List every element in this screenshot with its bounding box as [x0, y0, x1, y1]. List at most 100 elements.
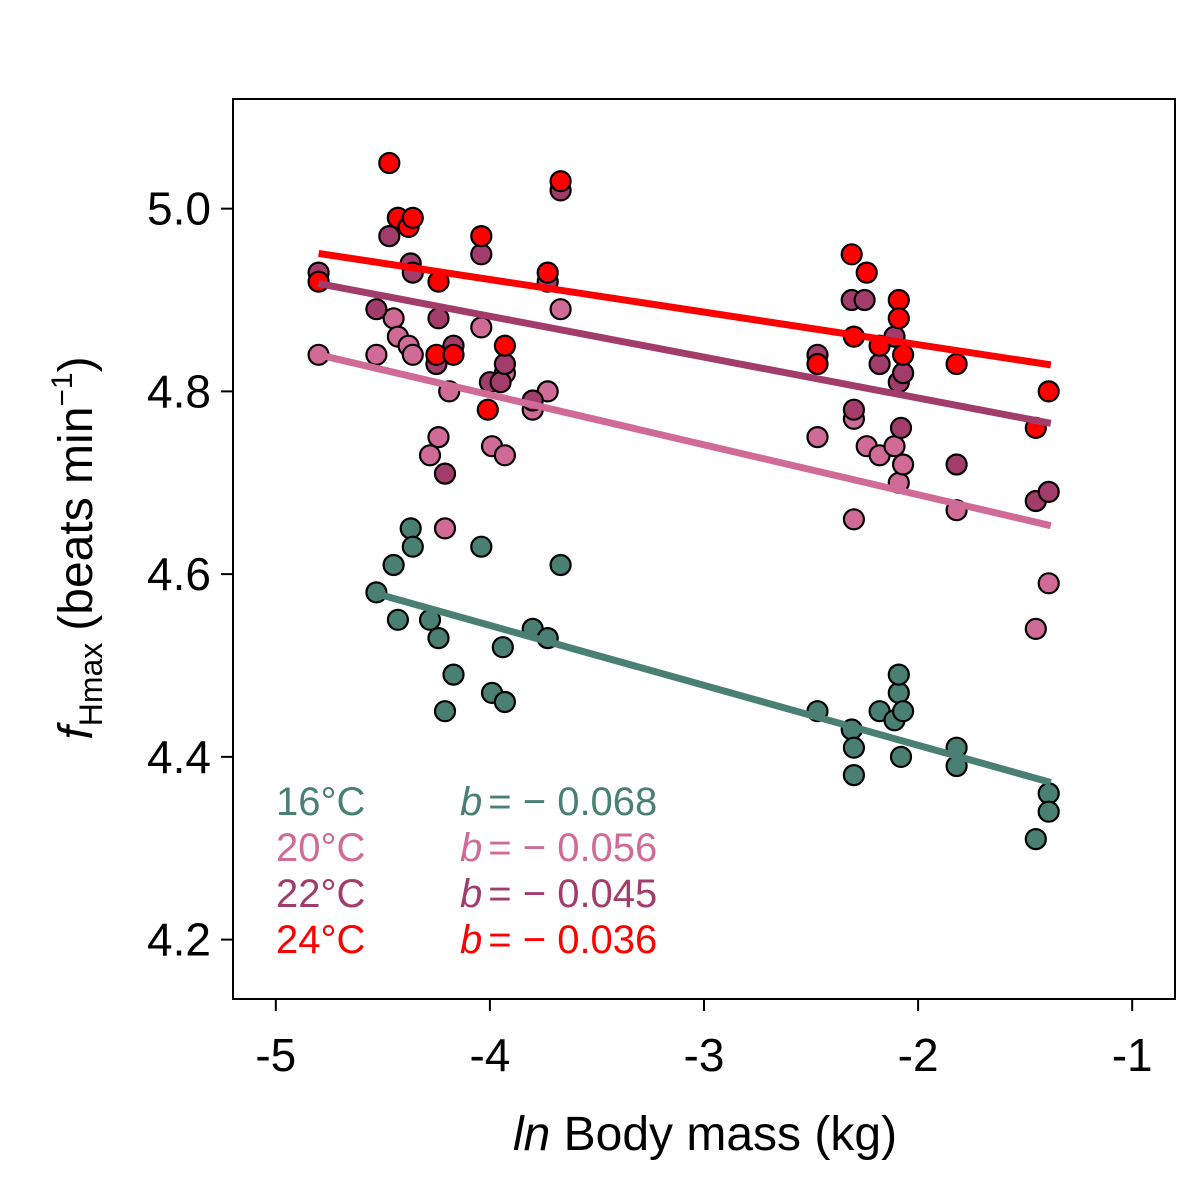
legend-entry-1: 20°C b = − 0.056 [276, 826, 657, 870]
plot-layer [307, 151, 1060, 851]
data-point [842, 763, 866, 787]
fit-line-series-1 [317, 351, 1052, 530]
data-point [476, 398, 499, 421]
data-point [418, 444, 442, 467]
data-point [549, 298, 572, 321]
data-point [489, 371, 512, 394]
x-axis-title-text: Body mass (kg) [550, 1108, 897, 1161]
x-tick-label: -4 [469, 1029, 510, 1081]
data-point [386, 608, 409, 631]
data-point [549, 170, 572, 193]
fit-line-series-3 [318, 249, 1052, 369]
data-point [536, 261, 559, 284]
y-tick-label: 4.6 [147, 548, 211, 600]
data-point [433, 700, 457, 723]
data-point [470, 225, 493, 248]
legend-entry-0: 16°C b = − 0.068 [276, 780, 657, 824]
fit-line-series-2 [317, 280, 1052, 427]
legend-slope-value: = − 0.036 [488, 918, 657, 962]
legend-slope-value: = − 0.068 [488, 780, 657, 824]
data-point [853, 288, 876, 312]
data-point [442, 663, 465, 686]
data-point [945, 352, 968, 376]
legend-temperature: 22°C [276, 872, 365, 916]
legend-slope-value: = − 0.045 [488, 872, 657, 916]
x-axis-title: ln Body mass (kg) [513, 1108, 897, 1161]
y-axis-subscript: Hmax [73, 643, 109, 727]
data-point [883, 435, 906, 458]
data-point [887, 307, 910, 330]
y-axis-superscript: −1 [46, 372, 79, 406]
data-point [891, 362, 915, 385]
data-point [889, 745, 913, 769]
y-tick-label: 5.0 [147, 183, 211, 235]
data-point [868, 352, 891, 376]
data-point [842, 508, 866, 531]
data-point [806, 426, 829, 449]
y-tick-label: 4.2 [147, 914, 211, 966]
legend-temperature: 20°C [276, 826, 365, 870]
data-point [1037, 380, 1060, 403]
x-axis-title-italic: ln [513, 1108, 550, 1161]
data-point [887, 663, 910, 686]
data-point [855, 261, 878, 284]
data-point [427, 426, 450, 449]
legend-slope-symbol: b [460, 780, 482, 824]
x-tick-label: -3 [684, 1029, 725, 1081]
data-point [1037, 480, 1060, 503]
data-point [549, 553, 572, 577]
legend-temperature: 16°C [276, 780, 365, 824]
data-point [399, 517, 422, 540]
data-point [806, 352, 829, 376]
data-point [378, 225, 401, 248]
data-point [470, 243, 493, 266]
y-axis-title: fHmax(beats min−1) [46, 356, 109, 739]
data-point [1037, 782, 1060, 805]
data-point [1037, 572, 1060, 595]
data-point [470, 535, 493, 558]
data-point [887, 288, 910, 312]
data-point [1024, 827, 1047, 851]
fit-line-series-0 [377, 590, 1052, 786]
data-point [491, 636, 514, 659]
series-3-points [307, 151, 1060, 439]
legend-slope-symbol: b [460, 872, 482, 916]
legend-slope-symbol: b [460, 918, 482, 962]
data-point [1037, 800, 1060, 823]
data-point [433, 517, 457, 540]
data-point [891, 453, 915, 476]
x-tick-label: -1 [1112, 1029, 1153, 1081]
legend-slope-symbol: b [460, 826, 482, 870]
legend-slope: b = − 0.068 [460, 780, 657, 824]
data-point [442, 343, 465, 366]
data-point [470, 316, 493, 339]
data-point [889, 416, 913, 439]
data-point [382, 553, 405, 577]
plot-frame [232, 98, 1176, 1000]
data-point [493, 334, 516, 357]
data-point [842, 398, 866, 421]
data-point [365, 343, 388, 366]
axes: -5 -4 -3 -2 -1 4.2 4.4 4.6 4.8 5.0 [147, 183, 1153, 1081]
data-point [945, 453, 968, 476]
data-point [401, 535, 424, 558]
data-point [401, 343, 424, 366]
legend-slope: b = − 0.036 [460, 918, 657, 962]
data-point [427, 626, 450, 650]
data-point [891, 700, 915, 723]
data-point [887, 681, 910, 705]
legend-slope: b = − 0.045 [460, 872, 657, 916]
data-point [1024, 617, 1047, 641]
data-point [493, 444, 516, 467]
data-point [842, 736, 866, 759]
data-point [378, 151, 401, 175]
data-point [401, 206, 424, 229]
y-tick-label: 4.4 [147, 731, 211, 783]
legend-slope-value: = − 0.056 [488, 826, 657, 870]
x-tick-label: -2 [898, 1029, 939, 1081]
data-point [891, 343, 915, 366]
data-point [433, 462, 457, 485]
y-axis-close: ) [50, 356, 103, 372]
